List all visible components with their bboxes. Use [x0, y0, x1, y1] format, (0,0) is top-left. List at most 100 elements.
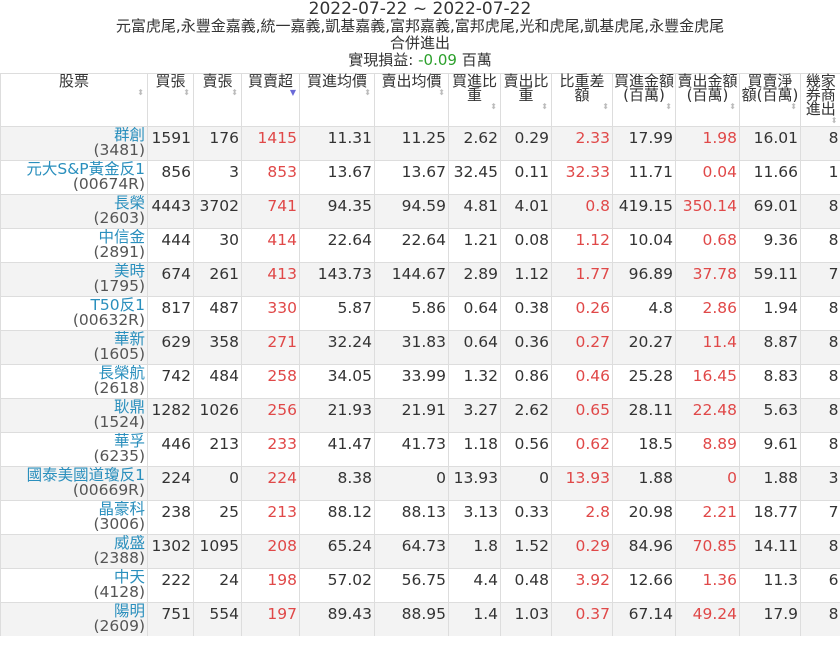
stock-cell: 晶豪科 (3006) [0, 500, 148, 535]
sell-weight-cell: 1.03 [500, 602, 552, 636]
column-header-sell-avg-price[interactable]: 賣出均價 ⬍ [374, 73, 449, 127]
sort-icon[interactable]: ⬍ [438, 88, 445, 97]
buy-avg-price-cell: 88.12 [299, 500, 375, 535]
net-amount-cell: 1.88 [739, 466, 801, 501]
column-header-sell-weight[interactable]: 賣出比重 ⬍ [500, 73, 552, 127]
stock-code: (2891) [93, 243, 145, 261]
stock-link[interactable]: 華新 [113, 330, 145, 348]
column-header-net-lots[interactable]: 買賣超 ▼ [241, 73, 300, 127]
stock-link[interactable]: T50反1 [90, 296, 145, 314]
sell-avg-price-cell: 144.67 [374, 262, 449, 297]
sell-amount-cell: 0 [675, 466, 740, 501]
sell-weight-cell: 1.12 [500, 262, 552, 297]
net-amount-cell: 9.36 [739, 228, 801, 263]
broker-count-cell: 8 [800, 398, 840, 433]
column-label: 買進均價 [306, 72, 367, 90]
stock-link[interactable]: 國泰美國道瓊反1 [26, 466, 145, 484]
column-header-stock[interactable]: 股票 ⬍ [0, 73, 148, 127]
buy-weight-cell: 13.93 [448, 466, 501, 501]
buy-avg-price-cell: 94.35 [299, 194, 375, 229]
column-label: 買進金額(百萬) [614, 72, 675, 104]
sort-icon[interactable]: ⬍ [364, 88, 371, 97]
sell-weight-cell: 0.38 [500, 296, 552, 331]
sell-avg-price-cell: 64.73 [374, 534, 449, 569]
sell-lots-cell: 358 [193, 330, 242, 365]
sell-avg-price-cell: 21.91 [374, 398, 449, 433]
weight-diff-cell: 2.8 [551, 500, 613, 535]
sort-icon[interactable]: ⬍ [830, 116, 838, 125]
sell-lots-cell: 554 [193, 602, 242, 636]
column-header-buy-avg-price[interactable]: 買進均價 ⬍ [299, 72, 375, 127]
stock-link[interactable]: 長榮 [113, 194, 145, 212]
sell-weight-cell: 0.48 [500, 568, 552, 603]
table-row: 中天 (4128) 222 24 198 57.02 56.75 4.4 0.48 3.92 12.… [0, 568, 840, 603]
sort-icon[interactable]: ⬍ [602, 102, 609, 111]
stock-cell: 中信金 (2891) [0, 228, 148, 263]
stock-link[interactable]: 華孚 [113, 432, 145, 450]
stock-link[interactable]: 美時 [113, 262, 145, 280]
buy-weight-cell: 1.4 [448, 602, 501, 636]
net-lots-cell: 233 [241, 432, 300, 467]
sort-icon[interactable]: ⬍ [729, 102, 736, 111]
sell-lots-cell: 484 [193, 364, 242, 399]
sell-amount-cell: 0.04 [675, 160, 740, 195]
weight-diff-cell: 0.46 [551, 364, 613, 399]
column-header-buy-amount[interactable]: 買進金額(百萬) ⬍ [612, 72, 676, 127]
table-row: 晶豪科 (3006) 238 25 213 88.12 88.13 3.13 0.33 2.8 20… [0, 500, 840, 535]
buy-amount-cell: 10.04 [612, 228, 676, 263]
column-header-weight-diff[interactable]: 比重差額 ⬍ [551, 73, 613, 127]
sort-icon[interactable]: ⬍ [665, 102, 672, 111]
table-row: 長榮 (2603) 4443 3702 741 94.35 94.59 4.81 4.01 0.8… [0, 194, 840, 229]
buy-amount-cell: 17.99 [612, 126, 676, 161]
buy-lots-cell: 817 [147, 296, 194, 331]
sort-icon[interactable]: ⬍ [231, 88, 238, 97]
sell-weight-cell: 4.01 [500, 194, 552, 229]
column-header-sell-amount[interactable]: 賣出金額(百萬) ⬍ [675, 73, 740, 127]
sell-amount-cell: 1.98 [675, 126, 740, 161]
stock-link[interactable]: 陽明 [113, 602, 145, 620]
column-header-buy-weight[interactable]: 買進比重 ⬍ [448, 73, 501, 127]
buy-avg-price-cell: 8.38 [299, 466, 375, 501]
sort-desc-icon[interactable]: ▼ [289, 88, 296, 97]
stock-link[interactable]: 中信金 [98, 228, 145, 246]
sell-avg-price-cell: 88.13 [374, 500, 449, 535]
sell-avg-price-cell: 13.67 [374, 160, 449, 195]
stock-link[interactable]: 群創 [113, 126, 145, 144]
sort-icon[interactable]: ⬍ [137, 88, 144, 97]
stock-cell: 長榮 (2603) [0, 194, 148, 229]
column-label: 買賣淨額(百萬) [741, 72, 799, 104]
stock-link[interactable]: 耿鼎 [113, 398, 145, 416]
column-header-buy-lots[interactable]: 買張 ⬍ [147, 73, 194, 127]
sell-weight-cell: 0.29 [500, 126, 552, 161]
sort-icon[interactable]: ⬍ [541, 102, 548, 111]
buy-weight-cell: 0.64 [448, 330, 501, 365]
weight-diff-cell: 0.27 [551, 330, 613, 365]
buy-lots-cell: 1282 [147, 398, 194, 433]
sort-icon[interactable]: ⬍ [183, 88, 190, 97]
stock-link[interactable]: 元大S&P黃金反1 [26, 160, 145, 178]
stock-link[interactable]: 威盛 [113, 534, 145, 552]
buy-amount-cell: 20.98 [612, 500, 676, 535]
net-amount-cell: 11.3 [739, 568, 801, 603]
column-label: 幾家券商進出 [805, 72, 836, 118]
stock-link[interactable]: 中天 [113, 568, 145, 586]
sell-weight-cell: 0.11 [500, 160, 552, 195]
buy-weight-cell: 1.8 [448, 534, 501, 569]
stock-cell: 威盛 (2388) [0, 534, 148, 569]
buy-weight-cell: 1.21 [448, 228, 501, 263]
sell-avg-price-cell: 11.25 [374, 126, 449, 161]
table-row: 元大S&P黃金反1 (00674R) 856 3 853 13.67 13.67 32.45 0… [0, 160, 840, 195]
stock-link[interactable]: 長榮航 [98, 364, 145, 382]
column-header-broker-count[interactable]: 幾家券商進出 ⬍ [800, 72, 840, 127]
sort-icon[interactable]: ⬍ [790, 102, 797, 111]
stock-cell: 群創 (3481) [0, 126, 148, 161]
stock-link[interactable]: 晶豪科 [98, 500, 145, 518]
buy-lots-cell: 224 [147, 466, 194, 501]
weight-diff-cell: 13.93 [551, 466, 613, 501]
column-header-sell-lots[interactable]: 賣張 ⬍ [193, 73, 242, 127]
buy-weight-cell: 4.81 [448, 194, 501, 229]
sort-icon[interactable]: ⬍ [490, 102, 497, 111]
net-lots-cell: 741 [241, 194, 300, 229]
sell-weight-cell: 0 [500, 466, 552, 501]
column-header-net-amount[interactable]: 買賣淨額(百萬) ⬍ [739, 72, 801, 127]
